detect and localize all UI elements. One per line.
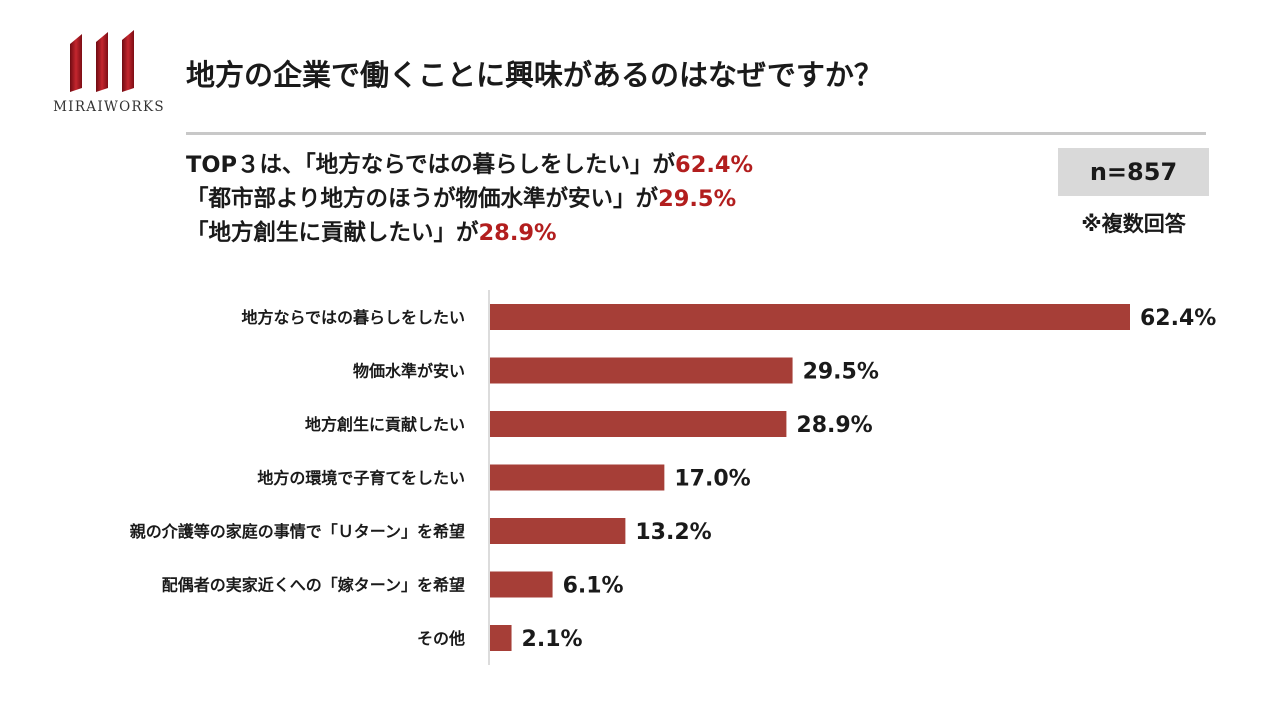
summary-line-text: 「都市部より地方のほうが物価水準が安い」が	[186, 186, 659, 212]
category-label: 地方の環境で子育てをしたい	[257, 469, 465, 488]
sample-size-badge: n=857	[1058, 148, 1209, 196]
multiple-answer-note: ※複数回答	[1081, 212, 1186, 236]
bar	[490, 411, 787, 437]
value-label: 62.4%	[1140, 306, 1216, 331]
category-label: その他	[417, 629, 465, 648]
summary-line-1: TOP３は、「地方ならではの暮らしをしたい」が62.4%	[186, 148, 753, 182]
logo-mark-icon	[70, 30, 134, 92]
brand-logo: MIRAIWORKS	[50, 30, 168, 125]
category-label: 地方創生に貢献したい	[305, 415, 465, 434]
value-label: 6.1%	[563, 574, 624, 599]
value-label: 29.5%	[803, 360, 879, 385]
brand-name: MIRAIWORKS	[53, 99, 165, 115]
page-title: 地方の企業で働くことに興味があるのはなぜですか？	[186, 58, 883, 92]
summary-line-text: 「地方創生に貢献したい」が	[186, 220, 479, 246]
bar	[490, 464, 665, 491]
value-label: 2.1%	[522, 627, 583, 652]
summary-line-value: 62.4%	[675, 152, 754, 178]
value-label: 17.0%	[674, 467, 750, 492]
bar	[490, 571, 553, 598]
value-label: 13.2%	[635, 520, 711, 545]
bar	[490, 304, 1130, 330]
bar	[490, 518, 626, 544]
category-label: 物価水準が安い	[353, 362, 465, 381]
category-label: 配偶者の実家近くへの「嫁ターン」を希望	[162, 576, 465, 595]
summary-block: TOP３は、「地方ならではの暮らしをしたい」が62.4% 「都市部より地方のほう…	[186, 148, 753, 250]
title-divider	[186, 132, 1206, 135]
summary-line-value: 29.5%	[658, 186, 737, 212]
bar	[490, 357, 793, 384]
category-label: 地方ならではの暮らしをしたい	[241, 308, 465, 327]
summary-line-text: TOP３は、「地方ならではの暮らしをしたい」が	[186, 152, 676, 178]
category-label: 親の介護等の家庭の事情で「Ｕターン」を希望	[130, 522, 465, 541]
summary-line-3: 「地方創生に貢献したい」が28.9%	[186, 216, 753, 250]
summary-line-2: 「都市部より地方のほうが物価水準が安い」が29.5%	[186, 182, 753, 216]
summary-line-value: 28.9%	[478, 220, 557, 246]
value-label: 28.9%	[796, 413, 872, 438]
bar	[490, 625, 512, 651]
